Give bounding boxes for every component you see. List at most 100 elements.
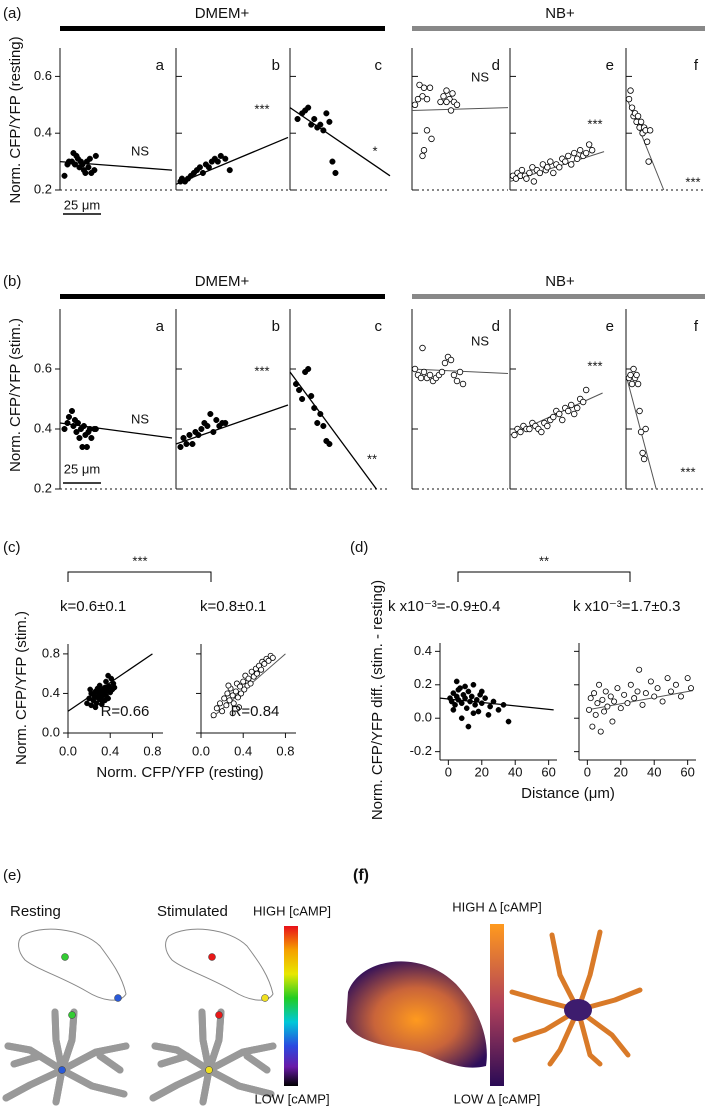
- x-tick-label: 60: [541, 764, 555, 779]
- annotation: ***: [680, 464, 695, 479]
- data-point: [241, 686, 248, 693]
- data-point: [311, 115, 318, 123]
- group-bar: [412, 26, 705, 31]
- data-point: [636, 666, 643, 673]
- scalebar-label: 25 μm: [64, 197, 100, 212]
- data-point: [574, 155, 581, 162]
- data-point: [229, 710, 236, 717]
- data-point: [447, 356, 455, 364]
- data-point: [205, 164, 212, 171]
- data-point: [258, 666, 265, 673]
- data-point: [601, 708, 608, 715]
- data-point: [217, 152, 224, 159]
- data-point: [213, 705, 220, 712]
- data-point: [550, 413, 557, 421]
- data-point: [186, 431, 193, 439]
- data-point: [636, 407, 643, 415]
- data-point: [645, 158, 652, 165]
- data-point: [633, 371, 640, 379]
- panel-letter: b: [272, 57, 280, 74]
- astrocyte-image: [509, 929, 643, 1067]
- fit-line: [289, 107, 391, 177]
- panel-label: (f): [353, 867, 369, 884]
- panel-label: (e): [3, 867, 21, 884]
- data-point: [467, 698, 473, 705]
- data-point: [458, 700, 465, 707]
- data-point: [299, 395, 306, 403]
- fit-line: [289, 371, 377, 490]
- data-point: [317, 121, 324, 128]
- data-point: [594, 700, 601, 707]
- y-tick-label: 0.6: [34, 68, 52, 83]
- y-tick-label: 0.4: [414, 643, 432, 658]
- annotation: ***: [685, 174, 700, 189]
- data-point: [687, 685, 694, 692]
- y-tick-label: 0.2: [414, 676, 432, 691]
- data-point: [261, 660, 268, 667]
- data-point: [411, 365, 419, 373]
- data-point: [92, 704, 99, 711]
- data-point: [550, 169, 557, 177]
- data-point: [85, 164, 92, 171]
- data-point: [529, 164, 536, 171]
- data-point: [634, 688, 641, 695]
- scalebar-label: 25 μm: [64, 461, 100, 476]
- data-point: [308, 392, 315, 400]
- data-point: [587, 695, 594, 702]
- data-point: [614, 685, 621, 692]
- data-point: [230, 700, 237, 707]
- data-point: [512, 175, 520, 182]
- data-point: [226, 167, 233, 174]
- x-tick-label: 0: [584, 764, 591, 779]
- data-point: [216, 700, 223, 707]
- significance-bracket: [457, 571, 631, 582]
- data-point: [586, 706, 593, 713]
- data-point: [102, 697, 108, 704]
- panel-label: (a): [3, 5, 21, 22]
- fit-line: [411, 107, 509, 111]
- data-point: [589, 723, 596, 730]
- data-point: [582, 149, 590, 157]
- data-point: [417, 374, 425, 382]
- data-point: [646, 127, 654, 134]
- data-point: [416, 81, 423, 89]
- data-point: [87, 686, 94, 693]
- data-point: [293, 380, 300, 388]
- data-point: [437, 98, 444, 106]
- x-tick-label: 20: [475, 764, 489, 779]
- annotation: *: [372, 143, 377, 158]
- data-point: [453, 377, 461, 385]
- data-point: [627, 371, 634, 379]
- x-tick-label: 0.8: [276, 743, 294, 758]
- data-point: [562, 158, 569, 165]
- data-point: [224, 690, 231, 697]
- annotation: ***: [254, 101, 269, 116]
- colorbar: [284, 926, 298, 1086]
- data-point: [556, 410, 563, 418]
- data-point: [642, 690, 649, 697]
- cell-outline: [18, 928, 127, 1001]
- x-tick-label: 0.4: [234, 743, 252, 758]
- annotation: NS: [471, 69, 489, 84]
- x-tick-label: 0: [445, 764, 452, 779]
- data-point: [269, 654, 276, 661]
- data-point: [419, 344, 426, 352]
- data-point: [247, 680, 254, 687]
- data-point: [627, 681, 634, 688]
- data-point: [559, 416, 566, 424]
- x-tick-label: 60: [680, 764, 694, 779]
- data-point: [222, 419, 229, 427]
- fit-line: [175, 404, 289, 445]
- y-tick-label: 0.0: [42, 724, 60, 739]
- data-point: [320, 422, 327, 430]
- slope-label: k=0.8±0.1: [200, 598, 266, 615]
- y-tick-label: 0.0: [414, 710, 432, 725]
- data-point: [544, 164, 551, 171]
- data-point: [672, 681, 679, 688]
- x-tick-label: 20: [614, 764, 628, 779]
- data-point: [637, 118, 645, 126]
- astrocyte-soma: [564, 999, 592, 1021]
- data-point: [465, 688, 472, 695]
- x-tick-label: 0.0: [59, 743, 77, 758]
